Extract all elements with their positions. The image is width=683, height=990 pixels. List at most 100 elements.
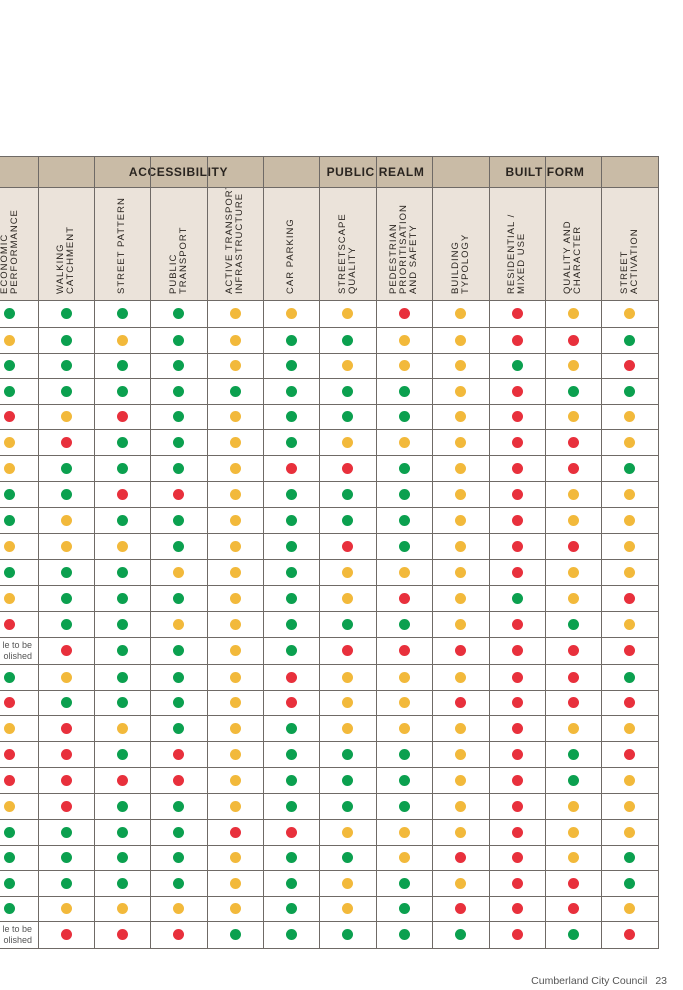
rating-dot-green bbox=[567, 618, 579, 630]
rating-dot-red bbox=[4, 697, 15, 708]
rating-dot-amber bbox=[60, 671, 72, 683]
column-header: ECONOMIC PERFORMANCE bbox=[0, 187, 38, 300]
rating-dot-amber bbox=[285, 308, 297, 319]
rating-dot-amber bbox=[342, 697, 353, 708]
grid-vline bbox=[432, 156, 433, 949]
rating-dot-green bbox=[116, 826, 128, 838]
rating-dot-amber bbox=[398, 360, 410, 371]
rating-dot-amber bbox=[342, 592, 353, 604]
rating-dot-amber bbox=[229, 722, 241, 734]
column-header: STREET PATTERN bbox=[94, 187, 150, 300]
column-header-label: PEDESTRIAN PRIORITISATION AND SAFETY bbox=[388, 204, 419, 294]
rating-dot-amber bbox=[116, 540, 128, 552]
column-header-label: CAR PARKING bbox=[285, 218, 296, 294]
rating-dot-amber bbox=[624, 566, 635, 578]
rating-dot-green bbox=[285, 800, 297, 812]
rating-dot-amber bbox=[455, 722, 466, 734]
group-header: ACCESSIBILITY bbox=[38, 156, 319, 187]
rating-dot-green bbox=[116, 308, 128, 319]
rating-dot-green bbox=[116, 592, 128, 604]
rating-dot-red bbox=[511, 697, 523, 708]
rating-dot-green bbox=[624, 671, 635, 683]
rating-dot-green bbox=[116, 877, 128, 889]
rating-dot-green bbox=[342, 929, 353, 940]
rating-dot-red bbox=[116, 929, 128, 940]
rating-dot-red bbox=[567, 645, 579, 656]
rating-dot-amber bbox=[229, 308, 241, 319]
rating-dot-amber bbox=[455, 308, 466, 319]
rating-dot-red bbox=[567, 671, 579, 683]
table-row bbox=[0, 481, 658, 507]
rating-dot-amber bbox=[624, 308, 635, 319]
rating-dot-red bbox=[511, 411, 523, 422]
grid-hline bbox=[0, 870, 659, 871]
rating-dot-green bbox=[285, 540, 297, 552]
rating-dot-red bbox=[511, 877, 523, 889]
rating-dot-amber bbox=[455, 877, 466, 889]
rating-dot-green bbox=[398, 385, 410, 397]
rating-dot-red bbox=[4, 748, 15, 760]
rating-dot-red bbox=[116, 411, 128, 422]
rating-dot-green bbox=[285, 592, 297, 604]
rating-dot-green bbox=[285, 360, 297, 371]
rating-dot-green bbox=[60, 462, 72, 474]
rating-dot-amber bbox=[229, 903, 241, 914]
column-header-label: STREET PATTERN bbox=[116, 197, 127, 294]
rating-dot-green bbox=[511, 360, 523, 371]
rating-dot-amber bbox=[4, 462, 15, 474]
grid-vline bbox=[545, 156, 546, 949]
rating-dot-amber bbox=[455, 774, 466, 786]
column-header: QUALITY AND CHARACTER bbox=[545, 187, 601, 300]
rating-dot-green bbox=[624, 385, 635, 397]
rating-dot-amber bbox=[455, 488, 466, 500]
grid-vline bbox=[94, 156, 95, 949]
rating-dot-green bbox=[398, 411, 410, 422]
rating-dot-amber bbox=[342, 671, 353, 683]
rating-dot-amber bbox=[567, 411, 579, 422]
table-row bbox=[0, 378, 658, 404]
column-header: STREET ACTIVATION bbox=[601, 187, 658, 300]
rating-dot-green bbox=[342, 852, 353, 863]
rating-dot-green bbox=[4, 488, 15, 500]
rating-dot-green bbox=[116, 852, 128, 863]
rating-dot-green bbox=[116, 671, 128, 683]
rating-dot-amber bbox=[455, 540, 466, 552]
rating-dot-red bbox=[624, 592, 635, 604]
grid-hline bbox=[0, 507, 659, 508]
rating-dot-green bbox=[60, 877, 72, 889]
rating-dot-green bbox=[342, 334, 353, 346]
rating-dot-green bbox=[60, 697, 72, 708]
rating-dot-amber bbox=[624, 800, 635, 812]
rating-dot-green bbox=[285, 645, 297, 656]
rating-dot-red bbox=[173, 748, 184, 760]
rating-dot-red bbox=[116, 488, 128, 500]
rating-dot-amber bbox=[60, 514, 72, 526]
rating-dot-green bbox=[398, 774, 410, 786]
rating-dot-green bbox=[60, 488, 72, 500]
column-header-label: WALKING CATCHMENT bbox=[55, 226, 76, 294]
rating-dot-green bbox=[116, 645, 128, 656]
rating-dot-red bbox=[285, 697, 297, 708]
rating-dot-red bbox=[567, 877, 579, 889]
rating-dot-amber bbox=[60, 540, 72, 552]
rating-dot-red bbox=[511, 774, 523, 786]
rating-dot-green bbox=[567, 774, 579, 786]
rating-dot-amber bbox=[567, 566, 579, 578]
table-row bbox=[0, 507, 658, 533]
grid-hline bbox=[0, 767, 659, 768]
rating-dot-amber bbox=[624, 514, 635, 526]
grid-hline bbox=[0, 819, 659, 820]
rating-dot-amber bbox=[455, 360, 466, 371]
rating-dot-green bbox=[624, 462, 635, 474]
rating-dot-amber bbox=[342, 826, 353, 838]
rating-dot-green bbox=[285, 748, 297, 760]
table-row bbox=[0, 921, 658, 948]
rating-dot-green bbox=[116, 800, 128, 812]
table-row bbox=[0, 690, 658, 715]
rating-dot-red bbox=[567, 462, 579, 474]
rating-dot-amber bbox=[567, 826, 579, 838]
rating-dot-amber bbox=[455, 618, 466, 630]
rating-dot-amber bbox=[342, 566, 353, 578]
rating-dot-amber bbox=[342, 436, 353, 448]
rating-dot-green bbox=[116, 697, 128, 708]
